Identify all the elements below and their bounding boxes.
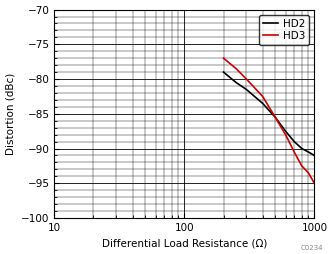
HD3 bbox=[300, 164, 304, 167]
HD3 bbox=[221, 57, 225, 60]
HD2 bbox=[312, 154, 316, 157]
HD2 bbox=[221, 71, 225, 74]
HD2 bbox=[300, 147, 304, 150]
HD3 bbox=[283, 133, 287, 136]
Legend: HD2, HD3: HD2, HD3 bbox=[259, 15, 309, 45]
HD3 bbox=[234, 67, 238, 70]
HD2 bbox=[273, 116, 277, 119]
HD2 bbox=[306, 150, 310, 153]
HD3 bbox=[292, 150, 296, 153]
HD2 bbox=[283, 130, 287, 133]
Line: HD2: HD2 bbox=[223, 72, 314, 155]
HD3 bbox=[306, 171, 310, 174]
Text: C0234: C0234 bbox=[300, 245, 323, 251]
HD3 bbox=[312, 182, 316, 185]
HD3 bbox=[261, 95, 265, 98]
HD3 bbox=[273, 116, 277, 119]
Line: HD3: HD3 bbox=[223, 58, 314, 183]
HD2 bbox=[234, 81, 238, 84]
HD2 bbox=[261, 102, 265, 105]
X-axis label: Differential Load Resistance (Ω): Differential Load Resistance (Ω) bbox=[102, 239, 267, 248]
HD3 bbox=[244, 77, 248, 81]
HD2 bbox=[244, 88, 248, 91]
Y-axis label: Distortion (dBc): Distortion (dBc) bbox=[6, 73, 16, 155]
HD2 bbox=[292, 140, 296, 143]
